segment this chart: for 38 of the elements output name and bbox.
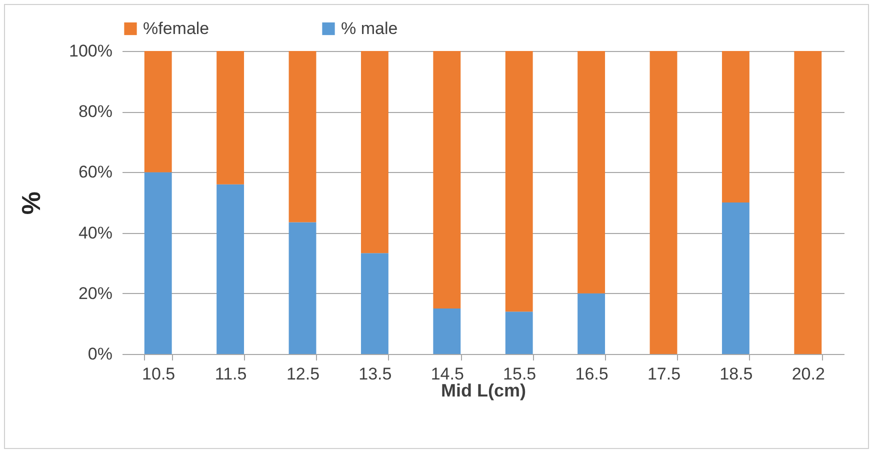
- x-tick-label: 17.5: [647, 364, 681, 384]
- bar: [288, 222, 316, 354]
- x-tick-label: 18.5: [720, 364, 753, 384]
- bar: [433, 51, 461, 309]
- bar: [578, 51, 606, 294]
- bar: [505, 312, 533, 354]
- x-tick-label: 14.5: [430, 364, 464, 384]
- bar: [722, 202, 750, 354]
- y-tick-label: 60%: [78, 162, 112, 182]
- x-tick-label: 20.2: [792, 364, 825, 384]
- bar: [288, 51, 316, 222]
- y-tick-label: 40%: [78, 223, 112, 242]
- y-tick-label: 0%: [88, 344, 112, 364]
- bar: [505, 51, 533, 312]
- legend-label: % male: [341, 18, 398, 38]
- bar: [216, 51, 244, 184]
- x-tick-label: 11.5: [214, 364, 247, 384]
- bar: [650, 51, 678, 354]
- bar: [794, 51, 822, 354]
- x-tick-label: 15.5: [503, 364, 536, 384]
- y-axis-title: %: [16, 191, 46, 215]
- bar: [360, 253, 388, 354]
- bar: [360, 51, 388, 254]
- x-axis-title: Mid L(cm): [441, 380, 526, 400]
- bar: [144, 51, 172, 172]
- x-tick-label: 16.5: [575, 364, 608, 384]
- y-tick-label: 100%: [69, 42, 112, 60]
- x-tick-label: 13.5: [358, 364, 392, 384]
- y-tick-label: 80%: [78, 102, 112, 122]
- legend-label: %female: [143, 18, 210, 38]
- y-tick-label: 20%: [78, 284, 112, 303]
- x-tick-label: 12.5: [286, 364, 320, 384]
- bar: [722, 51, 750, 202]
- bar: [578, 293, 606, 354]
- bar: [216, 184, 244, 354]
- bar: [433, 308, 461, 354]
- x-tick-label: 10.5: [142, 364, 176, 384]
- bar: [144, 172, 172, 354]
